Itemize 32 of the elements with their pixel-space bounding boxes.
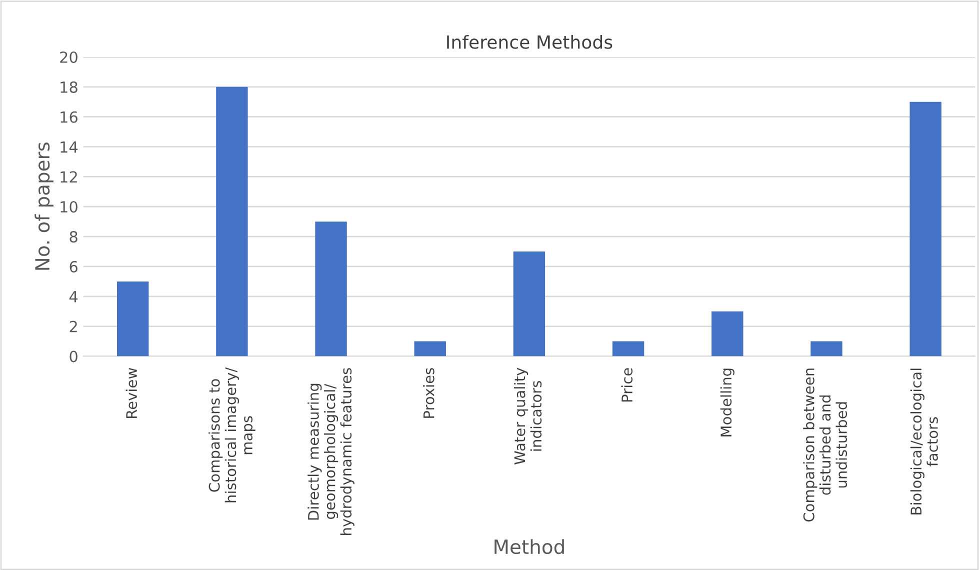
x-tick-label: Biological/ecological factors	[910, 368, 938, 514]
y-tick-label: 0	[70, 350, 78, 362]
x-tick-label: Modelling	[720, 368, 734, 436]
bar	[910, 102, 942, 356]
y-tick-label: 8	[70, 231, 78, 243]
bar	[612, 341, 644, 356]
x-tick-label: Water quality indicators	[514, 368, 542, 465]
x-tick-label: Proxies	[423, 368, 434, 418]
bar	[315, 222, 347, 356]
x-tick-label: Comparisons to historical imagery/ maps	[208, 367, 256, 502]
x-tick-label: Directly measuring geomorphological/ hydrodynamic features	[308, 368, 354, 535]
bar	[712, 311, 744, 356]
x-tick-label: Comparison between disturbed and undisturbed	[803, 368, 848, 522]
bar	[513, 252, 546, 356]
bar	[216, 86, 248, 356]
y-tick-label: 6	[70, 260, 78, 272]
y-axis-title: No. of papers	[34, 142, 54, 270]
bar	[414, 341, 446, 356]
x-axis-title: Method	[494, 539, 564, 554]
y-tick-label: 10	[60, 201, 78, 213]
bar	[116, 281, 149, 356]
y-tick-label: 4	[69, 291, 78, 302]
x-tick-label: Price	[621, 368, 633, 402]
y-tick-label: 18	[60, 81, 78, 93]
y-tick-label: 12	[60, 171, 77, 183]
y-tick-label: 2	[70, 320, 77, 332]
y-tick-label: 14	[60, 141, 78, 153]
y-tick-label: 20	[60, 51, 78, 64]
bar	[810, 341, 842, 356]
x-tick-label: Review	[126, 368, 138, 418]
chart-title: Inference Methods	[447, 34, 612, 49]
y-tick-label: 16	[60, 111, 78, 123]
